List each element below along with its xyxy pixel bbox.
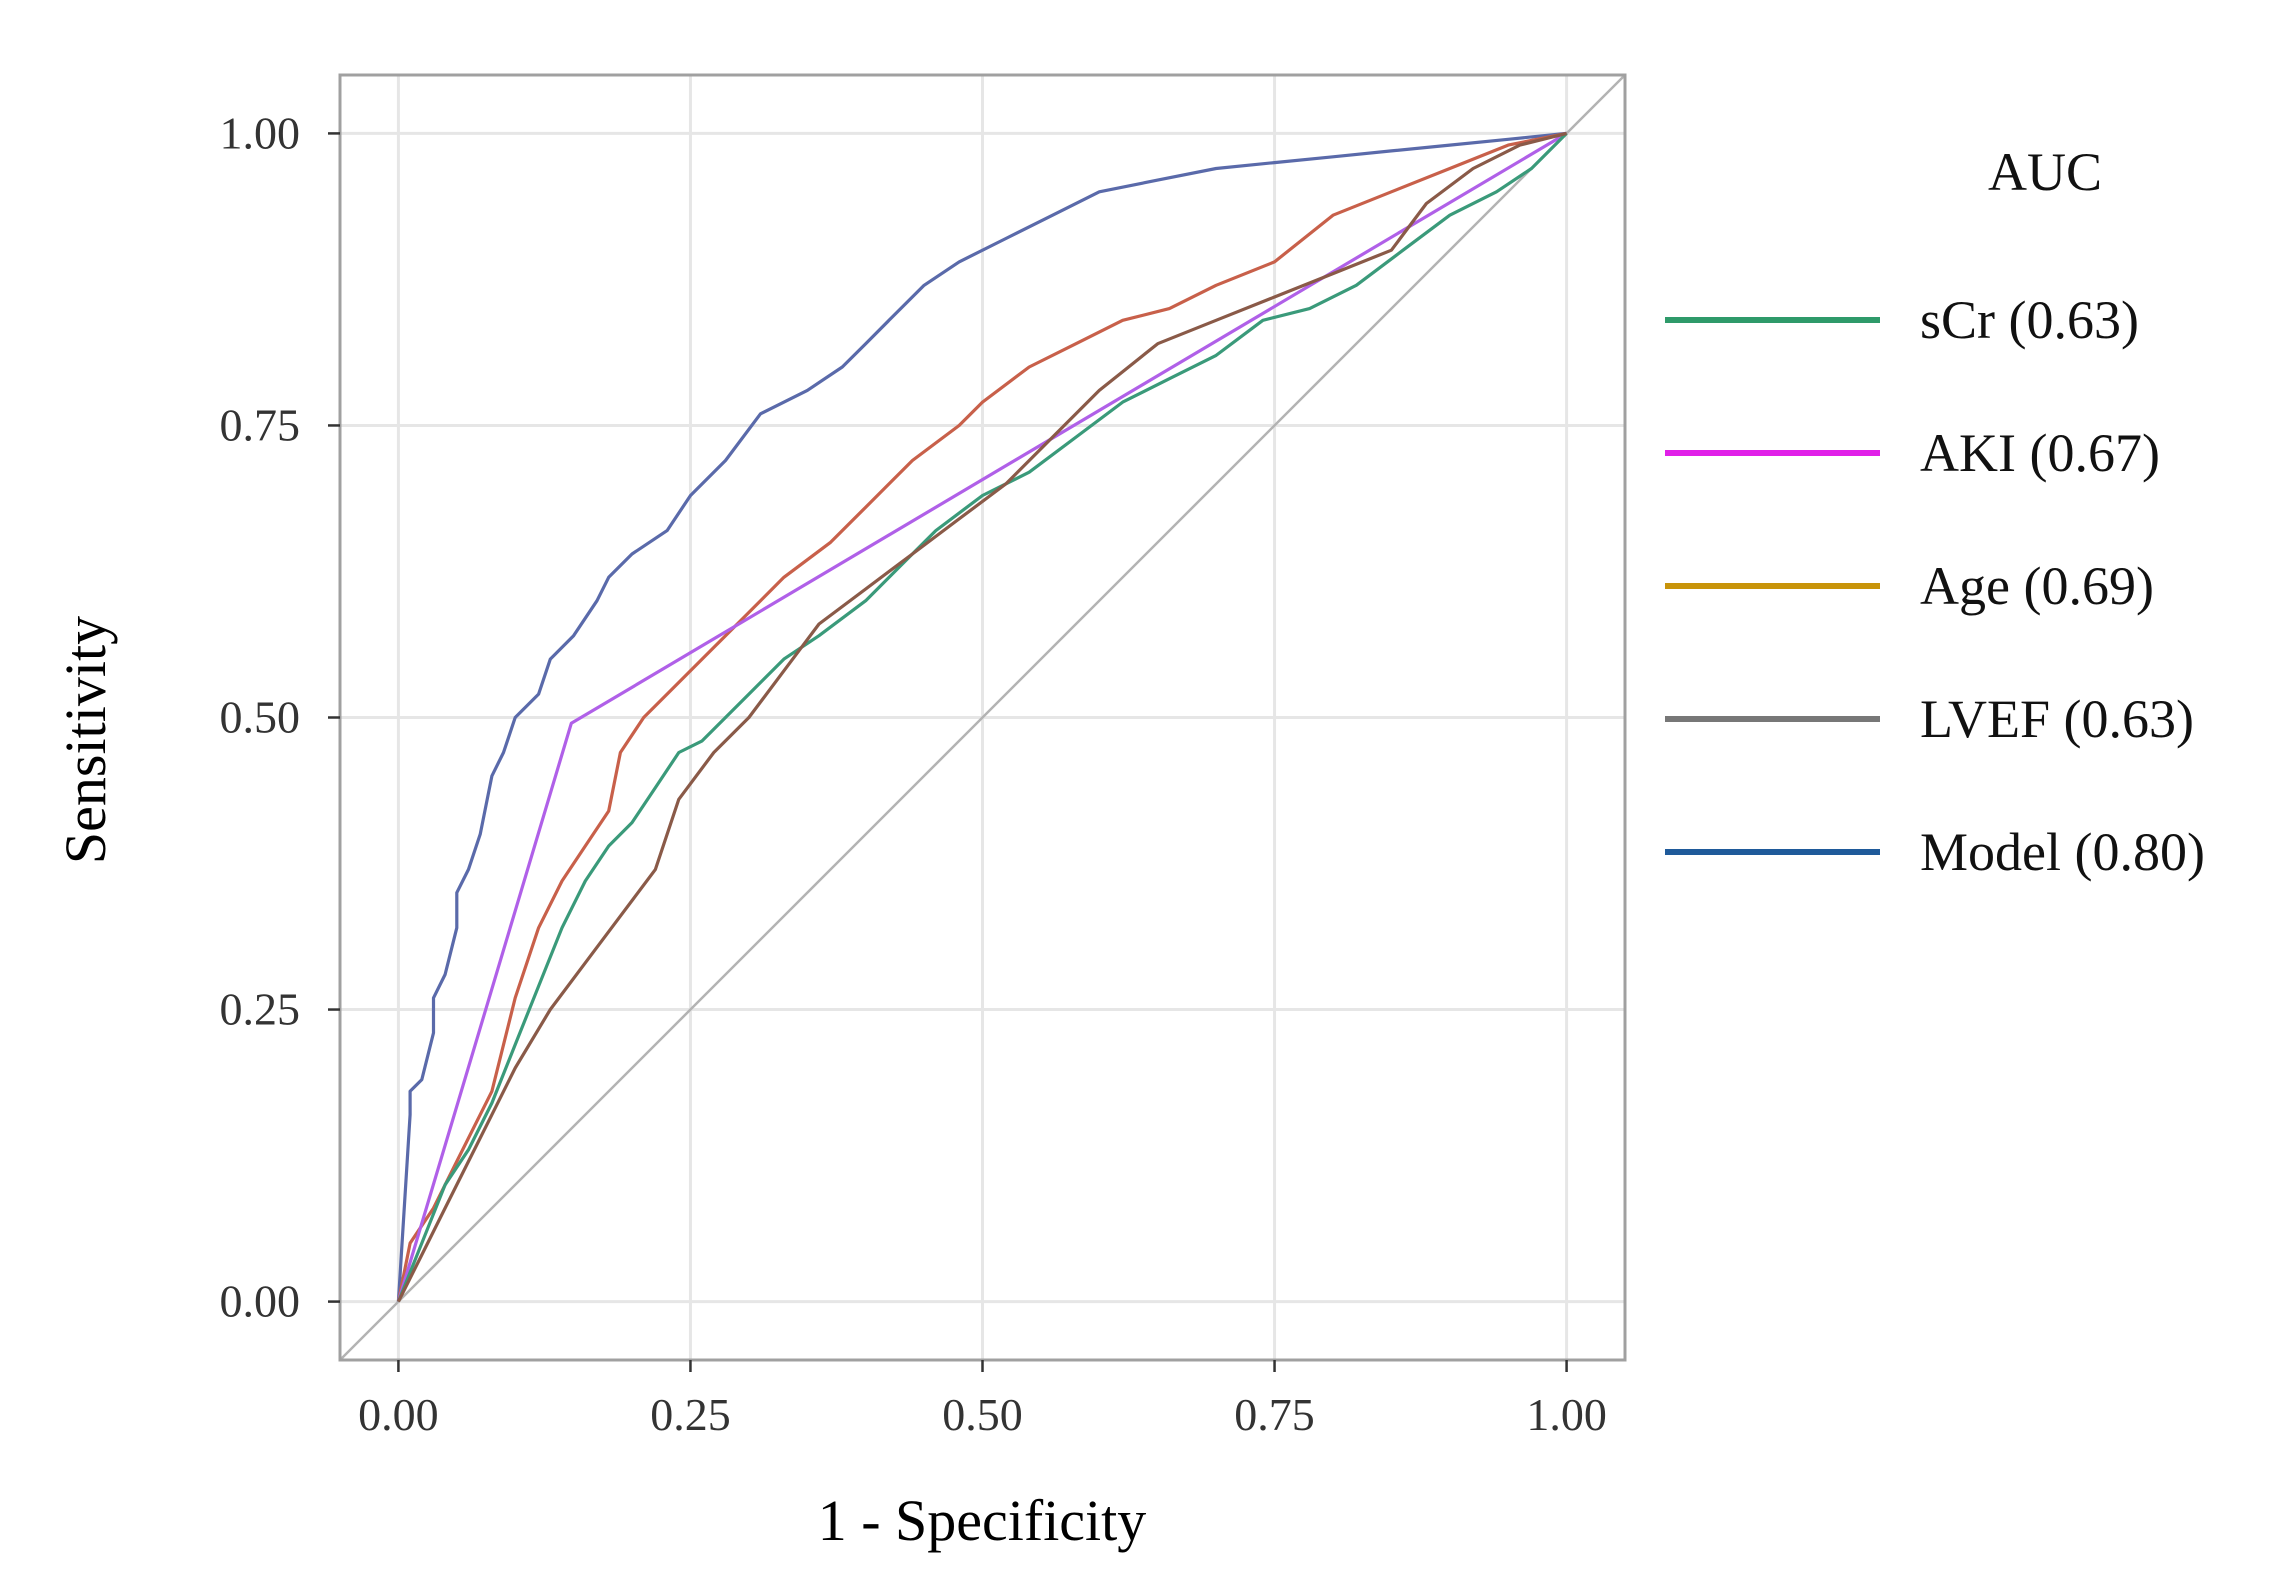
series-line-age xyxy=(396,131,1567,1302)
x-axis-label: 1 - Specificity xyxy=(818,1488,1147,1553)
x-tick-label-4: 1.00 xyxy=(1526,1389,1607,1440)
x-tick-label-1: 0.25 xyxy=(650,1389,731,1440)
legend: AUC sCr (0.63) AKI (0.67) Age (0.69) LVEF (… xyxy=(1665,142,2205,882)
legend-label-age: Age (0.69) xyxy=(1920,556,2154,616)
series-line-model xyxy=(396,131,1567,1302)
legend-label-scr: sCr (0.63) xyxy=(1920,290,2139,350)
legend-label-aki: AKI (0.67) xyxy=(1920,423,2160,483)
x-tick-label-2: 0.50 xyxy=(942,1389,1023,1440)
y-axis-ticks: 0.00 0.25 0.50 0.75 1.00 xyxy=(220,107,340,1327)
y-tick-label-3: 0.75 xyxy=(220,399,301,450)
y-tick-label-1: 0.25 xyxy=(220,984,301,1035)
series-line-lvef xyxy=(396,131,1567,1303)
legend-label-lvef: LVEF (0.63) xyxy=(1920,689,2194,749)
x-axis-ticks: 0.00 0.25 0.50 0.75 1.00 xyxy=(358,1360,1607,1440)
y-tick-label-2: 0.50 xyxy=(220,692,301,743)
chance-diagonal-line xyxy=(339,74,1626,1361)
x-tick-label-3: 0.75 xyxy=(1234,1389,1315,1440)
series-lines xyxy=(396,131,1568,1303)
y-tick-label-0: 0.00 xyxy=(220,1276,301,1327)
series-line-aki xyxy=(396,132,1568,1303)
series-line-scr xyxy=(396,132,1568,1303)
y-axis-label: Sensitivity xyxy=(53,616,118,864)
legend-title: AUC xyxy=(1988,142,2102,202)
reference-line-group xyxy=(339,74,1626,1361)
y-tick-label-4: 1.00 xyxy=(220,107,301,158)
legend-label-model: Model (0.80) xyxy=(1920,822,2205,882)
x-tick-label-0: 0.00 xyxy=(358,1389,439,1440)
